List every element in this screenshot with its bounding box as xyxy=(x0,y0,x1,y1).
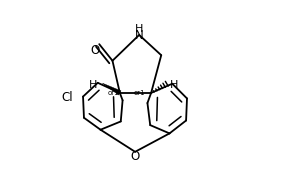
Text: or1: or1 xyxy=(108,90,120,95)
Text: O: O xyxy=(90,44,100,56)
Text: H: H xyxy=(89,80,97,90)
Text: O: O xyxy=(131,150,140,163)
Text: H: H xyxy=(169,80,178,90)
Text: H: H xyxy=(135,24,143,34)
Text: N: N xyxy=(135,29,144,42)
Text: or1: or1 xyxy=(133,90,145,95)
Text: Cl: Cl xyxy=(61,91,73,104)
Polygon shape xyxy=(102,83,121,95)
